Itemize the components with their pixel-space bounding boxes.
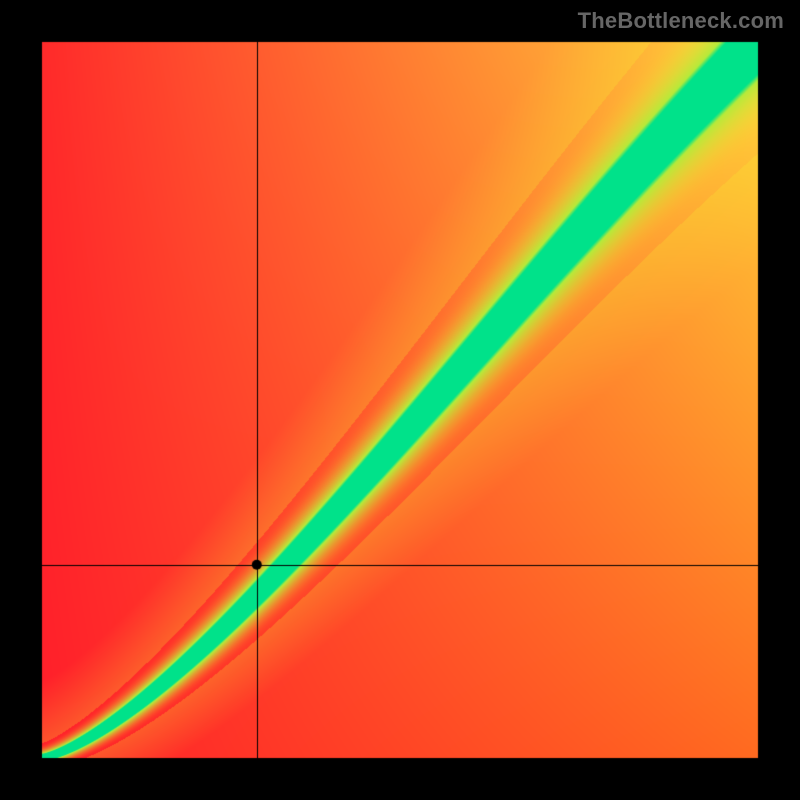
watermark-text: TheBottleneck.com (578, 8, 784, 34)
heatmap-canvas (0, 0, 800, 800)
chart-container: TheBottleneck.com (0, 0, 800, 800)
